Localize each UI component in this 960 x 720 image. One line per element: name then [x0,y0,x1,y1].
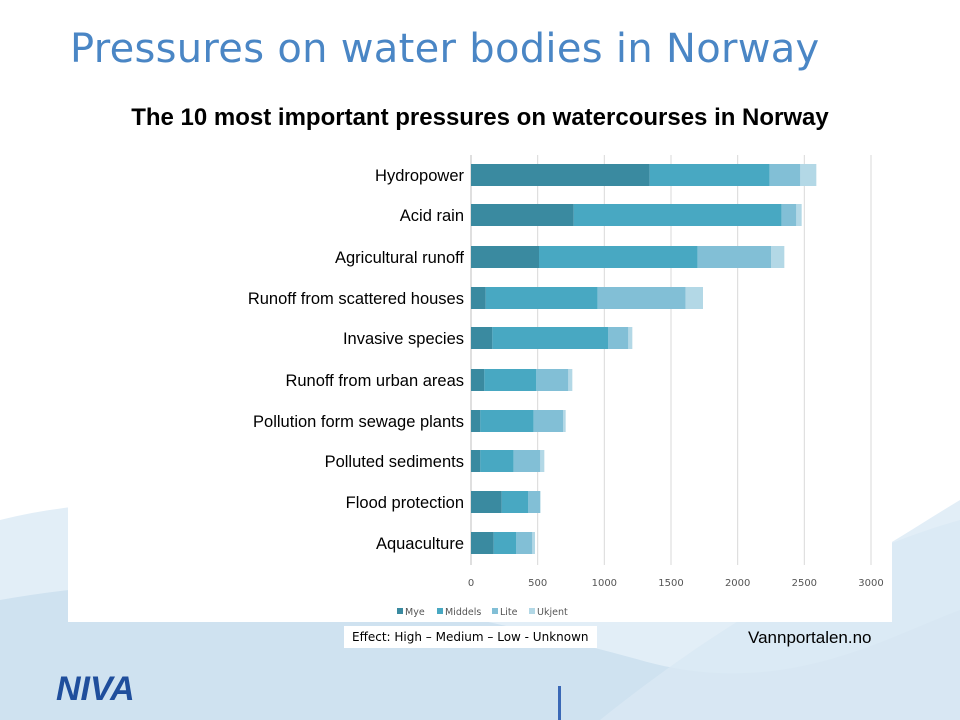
x-tick-labels: 0 500 1000 1500 2000 2500 3000 [468,578,884,589]
bar-segment [649,164,770,186]
legend-swatch [437,608,443,614]
bar-segment [533,410,563,432]
bar-segment [516,532,533,554]
bar-segment [528,491,541,513]
bar-segment [536,369,569,391]
bar-segment [484,369,537,391]
bar-segment [568,369,573,391]
category-label: Acid rain [400,207,464,225]
category-label: Hydropower [375,167,464,185]
x-tick-label: 2000 [725,578,750,589]
bar-segment [471,491,502,513]
category-label: Agricultural runoff [335,249,464,267]
footer-divider [558,686,561,720]
category-label: Flood protection [346,494,464,512]
bar-segment [485,287,598,309]
bar-segment [471,246,539,268]
legend-label: Ukjent [537,607,568,618]
bar-segment [697,246,771,268]
category-label: Polluted sediments [325,453,464,471]
bar-segment [628,327,633,349]
bar-segment [781,204,797,226]
category-label: Aquaculture [376,535,464,553]
x-tick-label: 500 [528,578,547,589]
bar-segment [685,287,703,309]
category-label: Pollution form sewage plants [253,413,464,431]
bar-segment [471,204,574,226]
x-tick-label: 1000 [592,578,617,589]
bar-segment [573,204,782,226]
bar-segment [796,204,802,226]
niva-logo: NIVA [56,670,135,708]
legend-label: Lite [500,607,518,618]
bars [471,164,817,554]
legend-swatch [529,608,535,614]
bar-segment [480,410,534,432]
bar-segment [480,450,514,472]
legend-swatch [492,608,498,614]
x-tick-label: 3000 [858,578,883,589]
effect-note: Effect: High – Medium – Low - Unknown [344,626,597,648]
category-label: Runoff from urban areas [285,372,464,390]
legend-swatch [397,608,403,614]
bar-segment [513,450,541,472]
bar-segment [540,450,545,472]
source-label: Vannportalen.no [748,628,872,647]
bar-segment [471,369,485,391]
x-tick-label: 0 [468,578,474,589]
slide-title: Pressures on water bodies in Norway [70,26,820,72]
bar-segment [471,410,481,432]
category-label: Invasive species [343,330,464,348]
bar-segment [471,532,494,554]
bar-segment [501,491,529,513]
bar-segment [471,327,493,349]
bar-segment [471,450,481,472]
bar-segment [563,410,566,432]
legend-label: Mye [405,607,425,618]
bar-segment [539,246,698,268]
x-tick-label: 2500 [792,578,817,589]
niva-logo-text: NIVA [56,670,135,708]
category-label: Runoff from scattered houses [248,290,464,308]
x-tick-label: 1500 [658,578,683,589]
bar-segment [769,164,801,186]
bar-segment [471,164,650,186]
bar-segment [771,246,785,268]
bar-segment [597,287,686,309]
bar-segment [800,164,817,186]
bar-segment [608,327,629,349]
legend: Mye Middels Lite Ukjent [397,607,568,618]
legend-label: Middels [445,607,481,618]
bar-segment [492,327,609,349]
bar-segment [471,287,486,309]
category-labels: Hydropower Acid rain Agricultural runoff Ru… [248,167,465,553]
chart-title: The 10 most important pressures on water… [131,104,829,131]
bar-segment [493,532,517,554]
bar-segment [532,532,535,554]
